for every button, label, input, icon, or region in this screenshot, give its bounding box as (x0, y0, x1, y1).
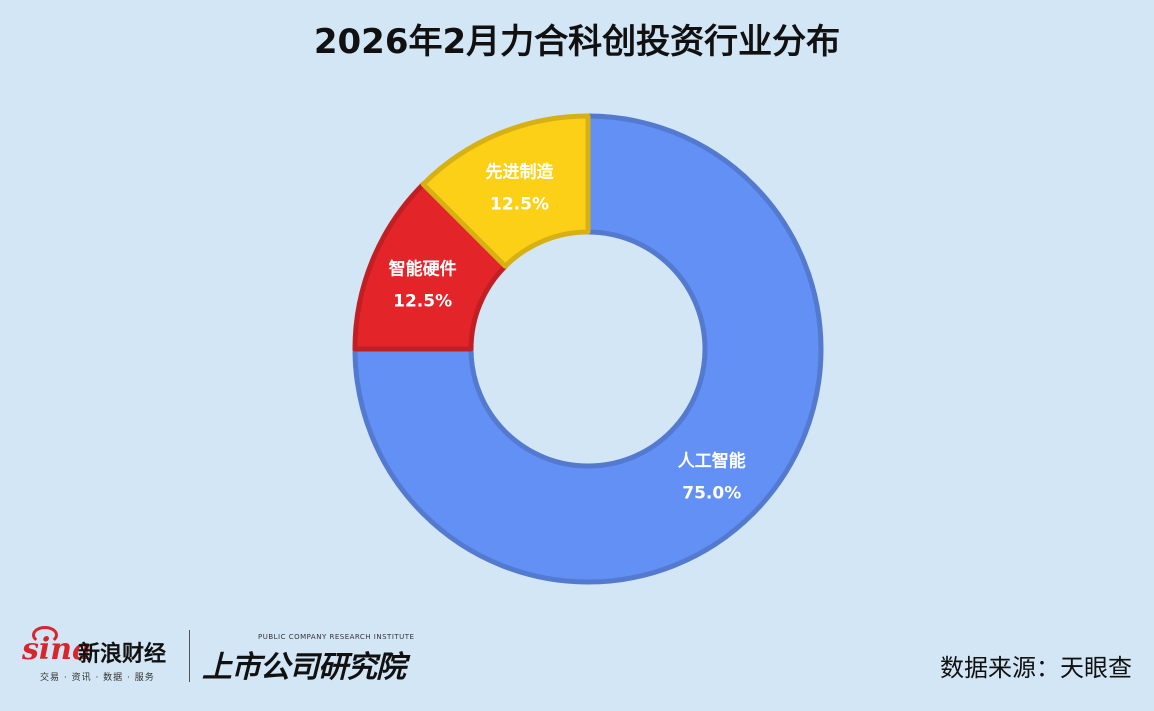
slice-value-2: 12.5% (393, 291, 452, 311)
sina-logo: sina (22, 632, 92, 667)
sina-tagline: 交易 · 资讯 · 数据 · 服务 (40, 673, 155, 683)
donut-slice-3 (420, 113, 591, 269)
donut-slice-1 (352, 113, 824, 585)
slice-label-2: 智能硬件 (389, 258, 457, 279)
slice-value-3: 12.5% (490, 195, 549, 215)
research-institute-en: PUBLIC COMPANY RESEARCH INSTITUTE (258, 633, 415, 641)
chart-title: 2026年2月力合科创投资行业分布 (313, 22, 841, 62)
sina-finance-name: 新浪财经 (78, 642, 167, 667)
sina-finance-branding: sina 新浪财经 交易 · 资讯 · 数据 · 服务 PUBLIC COMPA… (22, 626, 422, 686)
data-source: 数据来源：天眼查 (940, 654, 1132, 682)
logo-divider (189, 630, 190, 682)
donut-chart: 人工智能 75.0% 智能硬件 12.5% 先进制造 12.5% (352, 113, 824, 585)
research-institute-logo: 上市公司研究院 (202, 650, 406, 685)
slice-label-1: 人工智能 (678, 451, 746, 472)
sina-eye-icon (32, 626, 58, 644)
slice-label-3: 先进制造 (485, 162, 554, 183)
slice-value-1: 75.0% (682, 484, 741, 504)
